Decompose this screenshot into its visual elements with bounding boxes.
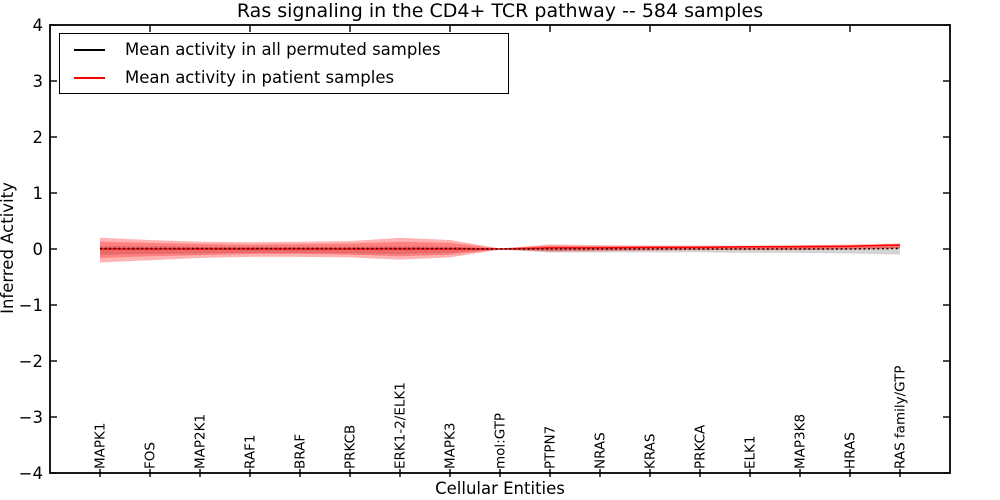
x-tick-label: PRKCB [342, 425, 358, 469]
legend-item-permuted: Mean activity in all permuted samples [74, 38, 502, 61]
legend-line-sample-black [74, 48, 105, 51]
y-tick-label: 4 [33, 16, 44, 35]
x-tick-label: RAF1 [242, 435, 258, 469]
x-axis-label: Cellular Entities [435, 479, 565, 498]
patient-samples-inner-band [100, 241, 900, 258]
x-tick-label: PRKCA [692, 424, 708, 469]
legend-label-patient: Mean activity in patient samples [125, 68, 395, 87]
y-tick-label: 1 [33, 184, 44, 203]
x-tick-label: ERK1-2/ELK1 [392, 382, 408, 469]
x-tick-label: MAP3K8 [792, 414, 808, 469]
x-tick-label: RAS family/GTP [892, 365, 908, 469]
y-tick-label: 3 [33, 72, 44, 91]
y-tick-label: −3 [19, 408, 43, 427]
tick-labels-layer: 4 3 2 1 0 −1 −2 −3 −4 MAPK1 FOS MAP2K1 RAF1 BRAF PRKCB… [19, 16, 909, 483]
series-line-patient [100, 244, 901, 250]
y-tick-label: −4 [19, 464, 43, 483]
x-tick-label: HRAS [842, 432, 858, 469]
y-axis-label: Inferred Activity [0, 182, 17, 314]
x-tick-label: FOS [142, 442, 158, 469]
x-tick-label: MAP2K1 [192, 414, 208, 469]
axes-layer [49, 24, 951, 477]
x-tick-label: PTPN7 [542, 426, 558, 469]
x-tick-label: mol:GTP [492, 413, 508, 469]
x-tick-label: MAPK3 [442, 423, 458, 469]
bands-layer [100, 237, 900, 263]
patient-samples-outer-band [100, 237, 900, 263]
y-tick-label: −1 [19, 296, 43, 315]
x-tick-label: ELK1 [742, 436, 758, 470]
y-tick-label: 2 [33, 128, 44, 147]
legend-label-permuted: Mean activity in all permuted samples [125, 40, 441, 59]
legend: Mean activity in all permuted samples Me… [59, 33, 509, 94]
x-tick-label: NRAS [592, 432, 608, 469]
x-tick-label: KRAS [642, 434, 658, 470]
y-tick-label: 0 [33, 240, 44, 259]
x-tick-label: MAPK1 [92, 423, 108, 469]
series-lines-layer [100, 244, 901, 250]
legend-line-sample-red [74, 76, 105, 79]
legend-item-patient: Mean activity in patient samples [74, 66, 502, 89]
chart-title: Ras signaling in the CD4+ TCR pathway --… [237, 0, 763, 22]
y-tick-label: −2 [19, 352, 43, 371]
x-tick-label: BRAF [292, 434, 308, 469]
